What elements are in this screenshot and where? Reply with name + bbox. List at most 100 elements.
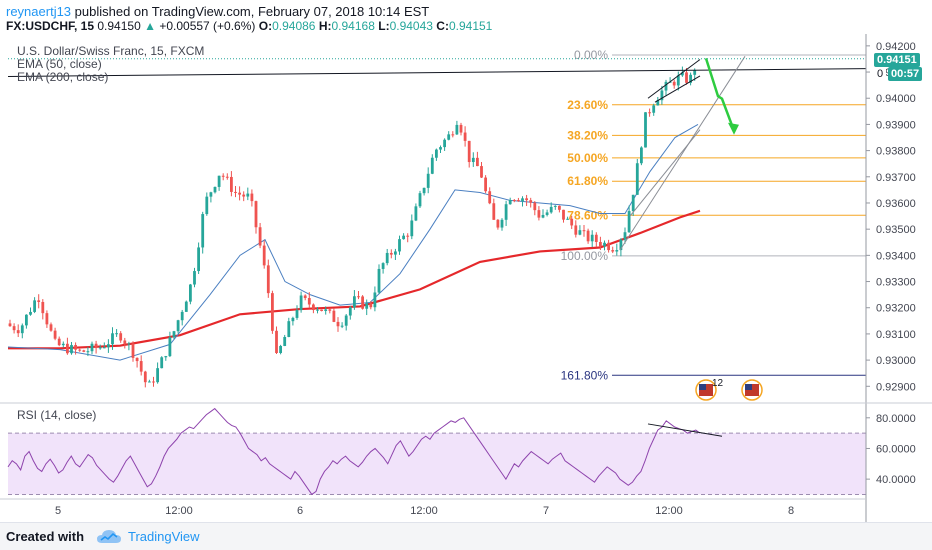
candle-body (131, 343, 135, 358)
candle (86, 346, 90, 357)
candle-body (160, 357, 164, 369)
candle (271, 290, 274, 334)
publish-line: reynaertj13 published on TradingView.com… (6, 4, 429, 19)
candle (471, 152, 475, 167)
candle (119, 331, 123, 343)
candle (480, 162, 483, 178)
candle-body (111, 333, 114, 345)
candle-body (98, 347, 102, 349)
candle (348, 305, 352, 320)
ema50-line (7, 123, 699, 361)
candle (517, 197, 520, 202)
candle-body (168, 337, 172, 357)
candle (217, 175, 221, 191)
candle (590, 230, 594, 247)
candle-body (266, 265, 270, 294)
candle (681, 66, 684, 77)
candle (344, 314, 348, 331)
candle (373, 286, 377, 312)
ema200-legend: EMA (200, close) (17, 70, 109, 84)
author-link[interactable]: reynaertj13 (6, 4, 72, 19)
candle-body (217, 175, 221, 187)
candle-body (488, 191, 492, 204)
candle-body (451, 134, 455, 136)
candle (541, 209, 545, 219)
candle (603, 240, 606, 251)
candle-body (156, 368, 159, 383)
candle (496, 219, 500, 230)
candle (607, 239, 610, 253)
candle (385, 248, 389, 266)
candle (189, 283, 192, 305)
candle-body (353, 296, 356, 308)
candle (426, 167, 430, 194)
candle (566, 216, 569, 220)
candle-body (41, 301, 45, 314)
candle-body (57, 338, 61, 346)
candle (156, 362, 159, 384)
price-tick-label: 0.93400 (876, 250, 916, 262)
candle (410, 214, 414, 240)
candle (463, 126, 467, 147)
candle-body (271, 293, 274, 331)
candle (180, 309, 184, 326)
candle (94, 340, 98, 354)
candle (176, 319, 180, 334)
candle (139, 355, 143, 376)
candle (648, 108, 651, 117)
candle (389, 249, 393, 259)
candle-body (664, 81, 668, 91)
candle-body (611, 250, 615, 252)
candle-body (139, 361, 143, 372)
candle-body (681, 72, 684, 76)
candle (640, 146, 643, 166)
axes: 0.942000.941000.940000.939000.938000.937… (0, 34, 932, 522)
candle-body (471, 157, 475, 163)
candle (279, 344, 282, 355)
open-label: O: (258, 19, 273, 33)
candle-body (541, 214, 545, 218)
drawings[interactable]: 12 (7, 56, 867, 401)
candle-body (455, 124, 459, 135)
candle-body (209, 192, 213, 197)
chart-canvas[interactable]: 0.00% 23.60% 38.20% 50.00% 61.80% 78.60% 100.0… (0, 34, 932, 522)
arrow-head-icon (728, 122, 739, 135)
candle-body (324, 309, 328, 311)
candle-body (377, 268, 381, 293)
candle (66, 337, 69, 355)
price-tick-label: 0.94200 (876, 41, 916, 53)
candle-body (348, 307, 352, 316)
candle-body (476, 157, 479, 167)
candle (262, 240, 266, 269)
candle-body (394, 251, 397, 255)
candle (508, 197, 512, 205)
us-flag-event-icon (695, 379, 717, 401)
candle-body (234, 191, 237, 193)
candle (422, 187, 426, 196)
candle-body (492, 203, 496, 220)
close-label: C: (436, 19, 449, 33)
open-value: 0.94086 (272, 19, 316, 33)
tradingview-brand[interactable]: TradingView (128, 529, 200, 544)
candle (201, 211, 205, 254)
candle-body (152, 381, 155, 383)
candle (29, 307, 32, 316)
candle-body (279, 345, 282, 354)
candle-body (430, 157, 434, 174)
candle (430, 154, 434, 175)
candlestick-series[interactable] (8, 66, 697, 388)
candle-body (246, 193, 250, 197)
rsi-trendline (647, 423, 723, 437)
candle-body (8, 323, 12, 327)
price-tick-label: 0.93100 (876, 329, 916, 341)
fibonacci-retracement[interactable]: 0.00% 23.60% 38.20% 50.00% 61.80% 78.60% 100.0… (561, 48, 866, 382)
low-label: L: (378, 19, 390, 33)
candle (619, 238, 623, 257)
candle (25, 314, 28, 329)
candle-body (184, 301, 188, 312)
candle-body (119, 333, 123, 341)
rsi-legend: RSI (14, close) (17, 408, 97, 422)
candle (652, 103, 656, 116)
candle (599, 236, 602, 251)
candle (406, 233, 410, 243)
